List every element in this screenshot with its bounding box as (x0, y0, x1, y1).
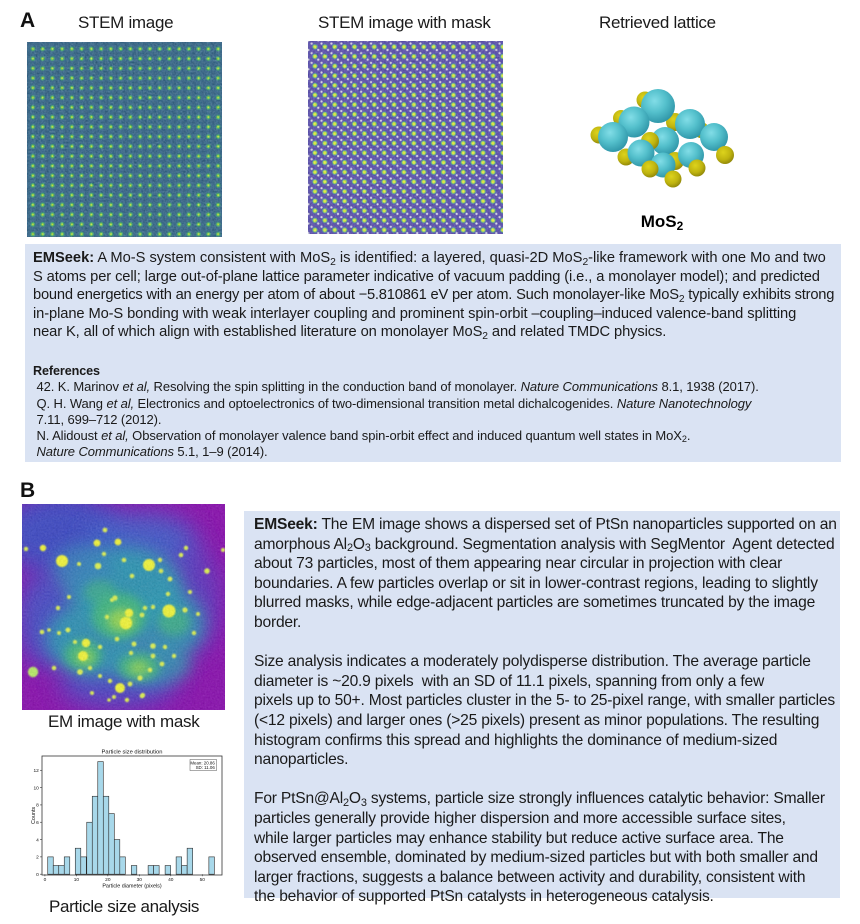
svg-text:6: 6 (36, 820, 39, 826)
svg-text:2: 2 (36, 855, 39, 861)
svg-text:Particle diameter (pixels): Particle diameter (pixels) (102, 884, 162, 890)
svg-text:0: 0 (44, 877, 47, 883)
svg-text:12: 12 (33, 768, 39, 774)
svg-text:20: 20 (105, 877, 111, 883)
svg-text:50: 50 (200, 877, 206, 883)
svg-text:10: 10 (33, 785, 39, 791)
svg-text:Mean: 20.86: Mean: 20.86 (190, 760, 215, 765)
svg-text:30: 30 (137, 877, 143, 883)
svg-text:SD: 11.06: SD: 11.06 (196, 765, 216, 770)
svg-text:40: 40 (168, 877, 174, 883)
svg-text:10: 10 (74, 877, 80, 883)
svg-text:Particle size distribution: Particle size distribution (102, 750, 163, 756)
svg-text:0: 0 (36, 872, 39, 878)
svg-text:4: 4 (36, 837, 39, 843)
svg-text:Counts: Counts (31, 807, 37, 824)
svg-text:8: 8 (36, 803, 39, 809)
